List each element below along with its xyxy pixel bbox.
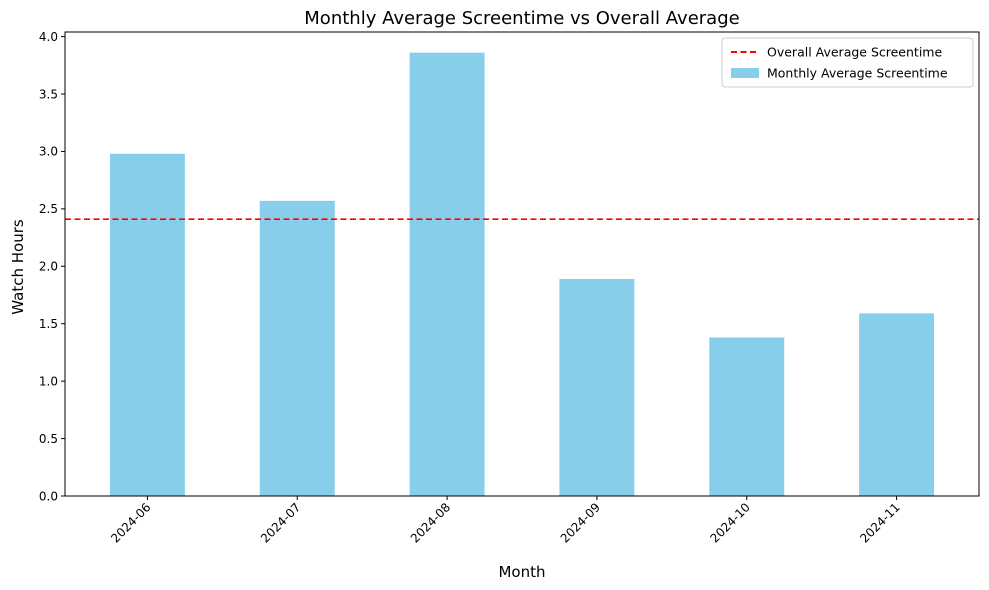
- y-tick-label: 1.5: [39, 317, 58, 331]
- y-tick-label: 0.0: [39, 489, 58, 503]
- y-axis-title: Watch Hours: [9, 219, 27, 315]
- legend-reference-label: Overall Average Screentime: [767, 45, 942, 60]
- y-axis: 0.0 0.5 1.0 1.5 2.0 2.5 3.0 3.5 4.0: [39, 30, 65, 503]
- bar-2024-06: [109, 153, 185, 497]
- legend-bar-label: Monthly Average Screentime: [767, 66, 948, 81]
- x-tick-label: 2024-08: [408, 500, 453, 545]
- x-tick-label: 2024-07: [258, 500, 303, 545]
- bar-2024-09: [559, 278, 635, 496]
- bar-2024-07: [259, 200, 335, 497]
- legend-box: [721, 37, 974, 88]
- chart-title: Monthly Average Screentime vs Overall Av…: [304, 8, 739, 29]
- x-tick-label: 2024-06: [108, 500, 153, 545]
- y-tick-label: 2.0: [39, 260, 58, 274]
- y-tick-label: 3.0: [39, 145, 58, 159]
- legend-bar-swatch: [731, 68, 759, 78]
- x-tick-label: 2024-09: [558, 500, 603, 545]
- y-tick-label: 4.0: [39, 30, 58, 44]
- bar-2024-08: [409, 52, 485, 496]
- x-tick-label: 2024-10: [708, 500, 753, 545]
- y-tick-label: 2.5: [39, 202, 58, 216]
- bar-2024-11: [859, 313, 935, 496]
- bars-group: [109, 52, 935, 497]
- y-tick-label: 0.5: [39, 432, 58, 446]
- y-tick-label: 1.0: [39, 374, 58, 388]
- bar-2024-10: [709, 337, 785, 496]
- plot-frame: [64, 31, 980, 497]
- y-tick-label: 3.5: [39, 87, 58, 101]
- x-axis: 2024-06 2024-07 2024-08 2024-09 2024-10 2024-…: [108, 496, 903, 546]
- x-axis-title: Month: [498, 563, 545, 581]
- x-tick-label: 2024-11: [857, 500, 902, 545]
- legend: Overall Average Screentime Monthly Avera…: [721, 37, 974, 88]
